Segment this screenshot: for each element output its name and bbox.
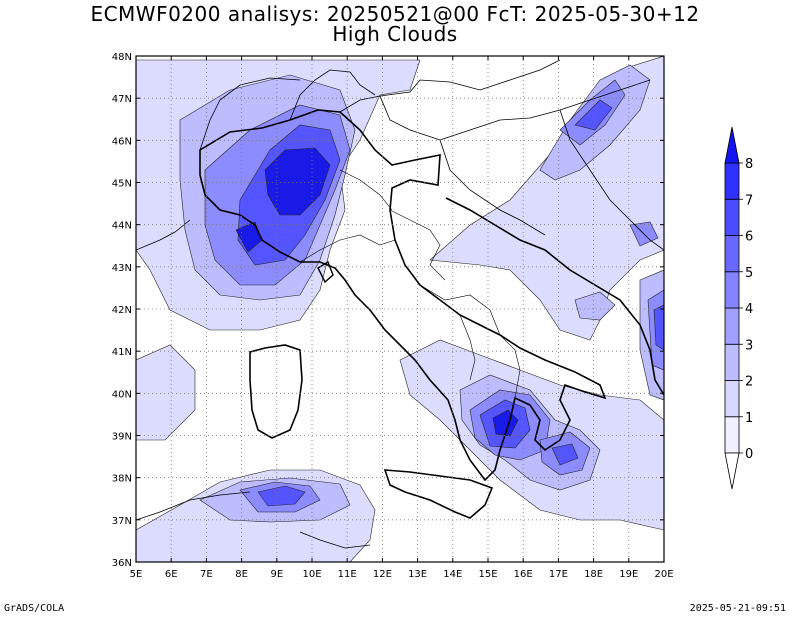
colorbar-label: 0 xyxy=(745,447,753,462)
colorbar-segment xyxy=(724,271,740,309)
lon-tick-label: 11E xyxy=(338,569,357,580)
lon-tick-label: 18E xyxy=(584,569,603,580)
map-title: ECMWF0200 analisys: 20250521@00 FcT: 202… xyxy=(90,2,700,26)
colorbar-segment xyxy=(724,343,740,381)
lon-tick-label: 13E xyxy=(408,569,427,580)
lat-tick-label: 40N xyxy=(112,389,132,400)
lon-tick-label: 15E xyxy=(478,569,497,580)
map-subtitle: High Clouds xyxy=(332,22,458,46)
colorbar-segment xyxy=(724,380,740,418)
graticule xyxy=(136,56,664,562)
cloud-field xyxy=(136,56,664,562)
colorbar-min-arrow xyxy=(724,452,740,490)
lat-tick-label: 38N xyxy=(112,474,132,485)
colorbar-label: 7 xyxy=(745,193,753,208)
lon-tick-label: 12E xyxy=(373,569,392,580)
lat-tick-label: 44N xyxy=(112,221,132,232)
lat-tick-label: 41N xyxy=(112,347,132,358)
lat-tick-label: 42N xyxy=(112,305,132,316)
lat-tick-label: 43N xyxy=(112,263,132,274)
lon-tick-label: 9E xyxy=(270,569,283,580)
footer-credit: GrADS/COLA xyxy=(4,603,65,614)
cloud-level-8 xyxy=(235,147,519,437)
coastlines xyxy=(136,59,664,549)
colorbar-label: 3 xyxy=(745,338,753,353)
colorbar-label: 6 xyxy=(745,230,753,245)
colorbar-label: 8 xyxy=(745,157,753,172)
footer-timestamp: 2025-05-21-09:51 xyxy=(689,603,786,614)
lon-tick-label: 14E xyxy=(443,569,462,580)
lat-tick-label: 47N xyxy=(112,94,132,105)
lon-tick-label: 10E xyxy=(302,569,321,580)
axis-labels: 5E 6E 7E 8E 9E 10E 11E 12E 13E 14E 15E 16E 17E 18E 19E… xyxy=(112,52,674,580)
lat-tick-label: 36N xyxy=(112,558,132,569)
colorbar-label: 4 xyxy=(745,302,753,317)
lon-tick-label: 20E xyxy=(654,569,673,580)
colorbar-segment xyxy=(724,198,740,236)
lat-tick-label: 37N xyxy=(112,516,132,527)
colorbar-label: 1 xyxy=(745,411,753,426)
lat-tick-label: 46N xyxy=(112,136,132,147)
lon-tick-label: 8E xyxy=(235,569,248,580)
lon-tick-label: 17E xyxy=(549,569,568,580)
colorbar-label: 5 xyxy=(745,266,753,281)
colorbar-segment xyxy=(724,307,740,345)
colorbar-segment xyxy=(724,416,740,454)
lat-tick-label: 39N xyxy=(112,432,132,443)
lon-tick-label: 5E xyxy=(130,569,143,580)
lon-tick-label: 6E xyxy=(165,569,178,580)
colorbar-max-arrow xyxy=(724,126,740,164)
lat-tick-label: 45N xyxy=(112,179,132,190)
colorbar-segment xyxy=(724,235,740,273)
lon-tick-label: 16E xyxy=(514,569,533,580)
colorbar-segment xyxy=(724,162,740,200)
colorbar-label: 2 xyxy=(745,375,753,390)
colorbar: 0 1 2 3 4 5 6 7 8 xyxy=(724,126,753,490)
lon-tick-label: 19E xyxy=(619,569,638,580)
lat-tick-label: 48N xyxy=(112,52,132,63)
lon-tick-label: 7E xyxy=(200,569,213,580)
